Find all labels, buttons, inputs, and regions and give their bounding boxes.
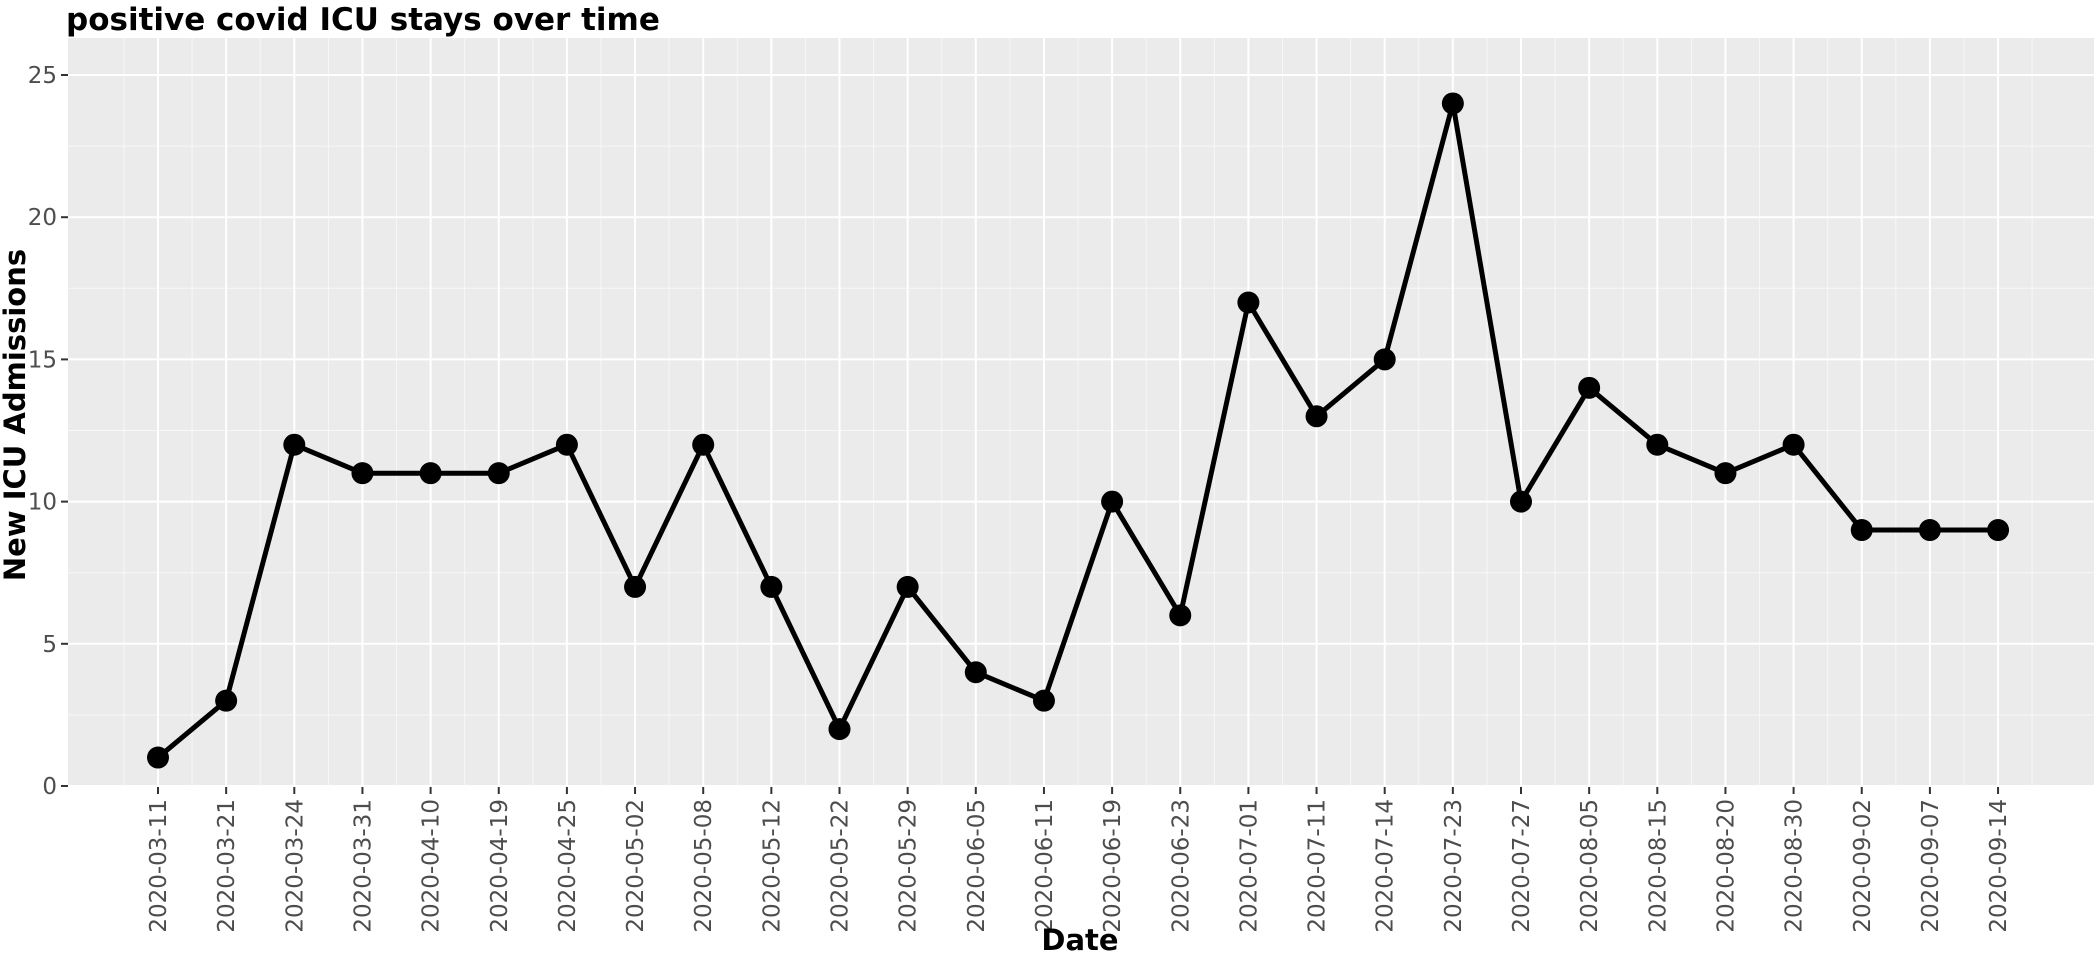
x-tick-label: 2020-04-10	[419, 799, 445, 933]
x-tick-label: 2020-07-01	[1236, 799, 1262, 933]
x-tick-label: 2020-09-07	[1918, 799, 1944, 933]
grid-lines	[68, 38, 2094, 787]
x-tick-label: 2020-07-27	[1509, 799, 1535, 933]
data-point	[1782, 433, 1805, 456]
data-point	[1918, 519, 1941, 542]
data-point	[1032, 689, 1055, 712]
data-point	[828, 718, 851, 741]
x-tick-label: 2020-03-11	[146, 799, 172, 933]
x-tick-label: 2020-05-02	[623, 799, 649, 933]
data-point	[964, 661, 987, 684]
x-tick-label: 2020-05-29	[896, 799, 922, 933]
data-point	[896, 575, 919, 598]
data-point	[147, 746, 169, 769]
data-point	[1305, 405, 1328, 428]
data-point	[692, 433, 715, 456]
x-tick-label: 2020-05-08	[691, 799, 717, 933]
x-tick-label: 2020-08-15	[1645, 799, 1671, 933]
x-tick-label: 2020-03-31	[350, 799, 376, 933]
x-tick-label: 2020-06-05	[964, 799, 990, 933]
data-point	[283, 433, 306, 456]
data-point	[624, 575, 647, 598]
x-tick-label: 2020-05-12	[759, 799, 785, 933]
y-tick-label: 5	[42, 632, 57, 658]
y-tick-label: 0	[42, 774, 57, 800]
data-point	[1578, 376, 1601, 399]
data-point	[1987, 519, 2010, 542]
data-point	[351, 462, 374, 485]
x-tick-label: 2020-07-23	[1441, 799, 1467, 933]
data-point	[1101, 490, 1124, 513]
chart-title: positive covid ICU stays over time	[66, 2, 660, 38]
data-point	[1169, 604, 1192, 627]
series-line	[156, 100, 1999, 760]
x-tick-label: 2020-03-24	[282, 799, 308, 933]
x-tick-label: 2020-09-14	[1986, 799, 2012, 933]
x-tick-label: 2020-06-19	[1100, 799, 1126, 933]
x-tick-label: 2020-06-23	[1168, 799, 1194, 933]
data-point	[1373, 348, 1396, 371]
data-point	[1714, 462, 1737, 485]
x-tick-label: 2020-08-05	[1577, 799, 1603, 933]
data-point	[1237, 291, 1260, 314]
x-tick-label: 2020-06-11	[1032, 799, 1058, 933]
x-tick-label: 2020-04-25	[555, 799, 581, 933]
data-point	[555, 433, 578, 456]
x-tick-label: 2020-04-19	[487, 799, 513, 933]
data-point	[1510, 490, 1532, 513]
data-point	[1850, 519, 1873, 542]
series-icu-admissions	[147, 92, 2010, 769]
x-axis-title: Date	[1041, 923, 1118, 957]
y-tick-label: 20	[28, 205, 57, 231]
x-tick-label: 2020-03-21	[214, 799, 240, 933]
x-tick-label: 2020-09-02	[1850, 799, 1876, 933]
x-tick-label: 2020-07-11	[1305, 799, 1331, 933]
data-point	[1441, 92, 1464, 115]
x-tick-label: 2020-05-22	[828, 799, 854, 933]
x-tick-label: 2020-08-20	[1713, 799, 1739, 933]
x-tick-label: 2020-07-14	[1373, 799, 1399, 933]
data-point	[419, 462, 442, 485]
x-tick-label: 2020-08-30	[1782, 799, 1808, 933]
plot-panel	[68, 38, 2094, 787]
x-axis: 2020-03-11 2020-03-21 2020-03-24 2020-03-31…	[146, 787, 2012, 933]
y-axis-title: New ICU Admissions	[0, 249, 32, 581]
data-point	[487, 462, 510, 485]
y-tick-label: 25	[28, 63, 57, 89]
data-point	[1646, 433, 1669, 456]
data-point	[760, 575, 783, 598]
y-tick-label: 10	[28, 490, 57, 516]
y-tick-label: 15	[28, 347, 57, 373]
y-axis: 0 5 10 15 20 25	[28, 63, 68, 800]
data-point	[215, 689, 238, 712]
